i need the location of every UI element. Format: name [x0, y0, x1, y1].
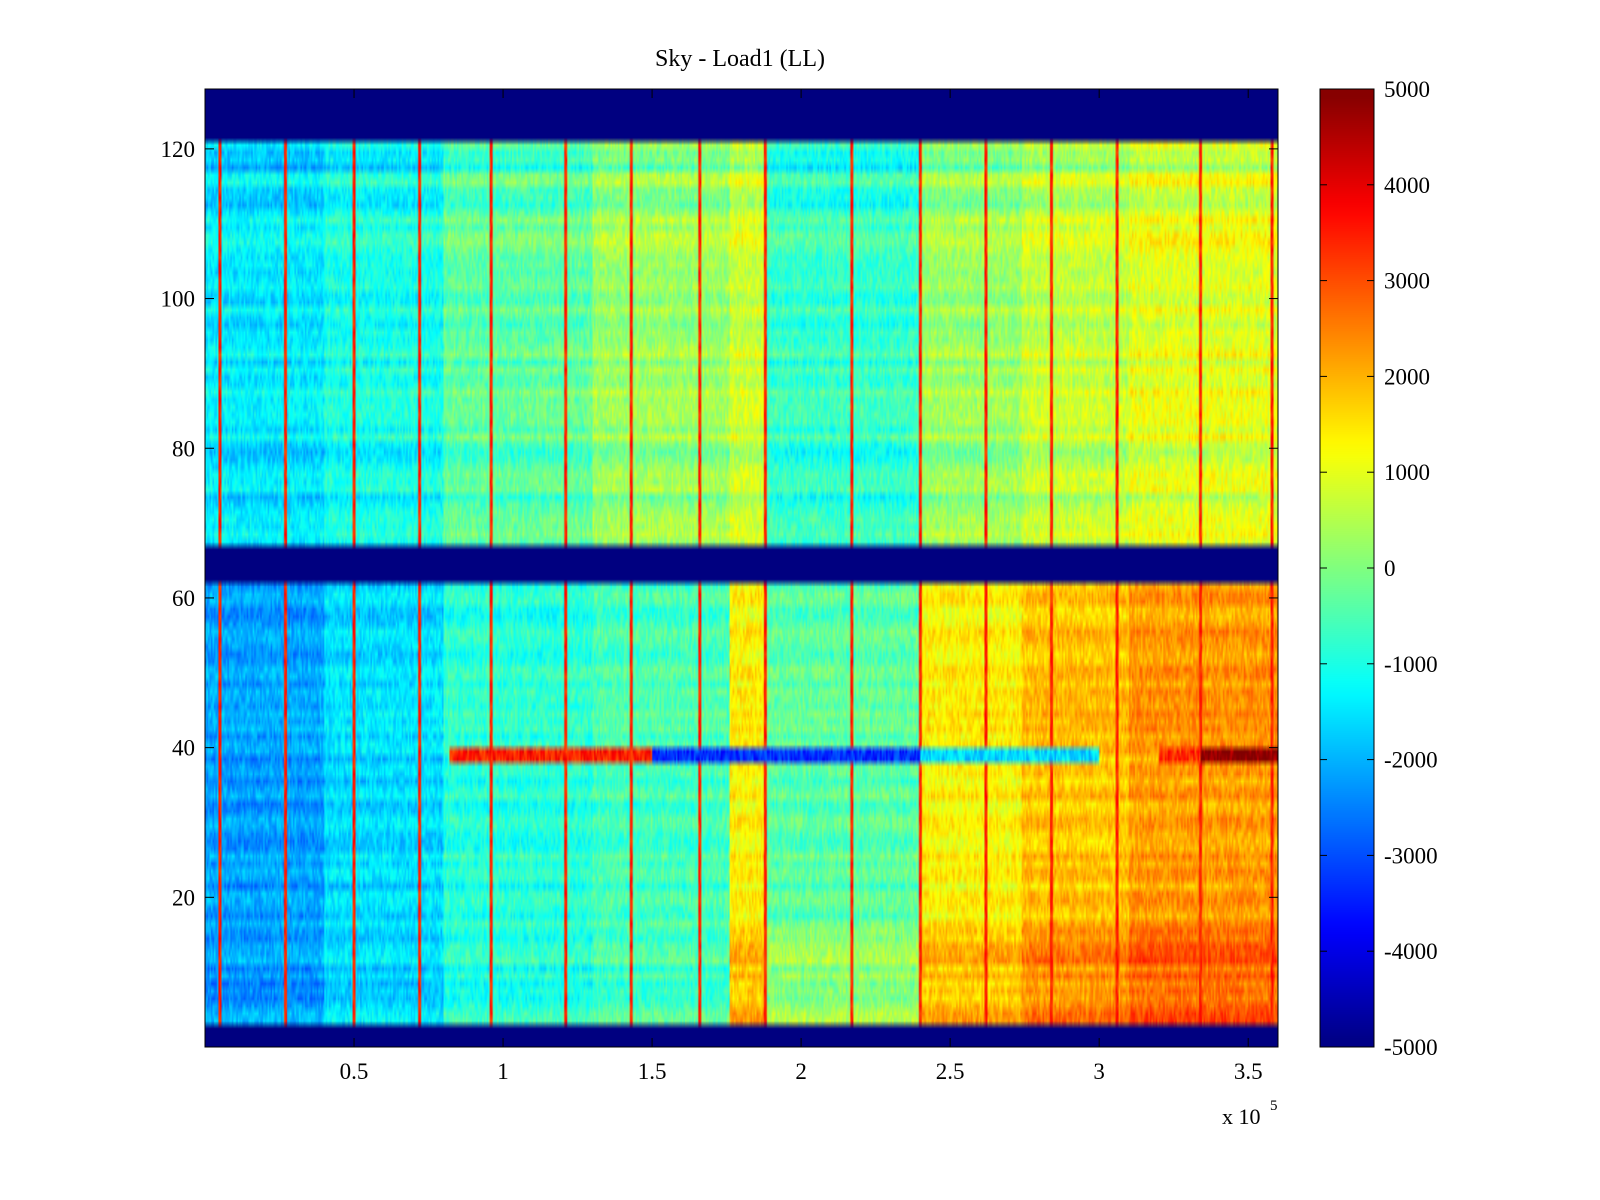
- y-tick-label: 60: [172, 586, 195, 611]
- colorbar-axis: 5000 4000 3000 2000 1000 0 -1000 -2000 -3000 -400…: [1320, 77, 1438, 1060]
- heatmap-image: [205, 89, 1278, 1047]
- colorbar-tick-label: 4000: [1384, 173, 1430, 198]
- x-tick-label: 3: [1093, 1059, 1105, 1084]
- colorbar-tick-label: -2000: [1384, 748, 1438, 773]
- x-exponent-label: x 10: [1222, 1104, 1261, 1129]
- colorbar-tick-label: 1000: [1384, 460, 1430, 485]
- colorbar-tick-label: 2000: [1384, 364, 1430, 389]
- y-tick-label: 80: [172, 436, 195, 461]
- x-tick-label: 0.5: [340, 1059, 369, 1084]
- y-tick-label: 100: [161, 287, 196, 312]
- y-tick-label: 20: [172, 885, 195, 910]
- y-tick-label: 40: [172, 736, 195, 761]
- colorbar-tick-label: -4000: [1384, 939, 1438, 964]
- plot-frame: [204, 88, 1279, 1048]
- colorbar: [1319, 88, 1375, 1048]
- y-axis: 20 40 60 80 100 120: [161, 137, 1278, 910]
- chart-title: Sky - Load1 (LL): [655, 46, 825, 72]
- colorbar-tick-label: 3000: [1384, 269, 1430, 294]
- colorbar-tick-label: -1000: [1384, 652, 1438, 677]
- colorbar-gradient: [1320, 89, 1374, 1047]
- heatmap-plot-area: [204, 88, 1279, 1048]
- x-tick-label: 2.5: [936, 1059, 965, 1084]
- colorbar-tick-label: 0: [1384, 556, 1396, 581]
- x-exponent-power: 5: [1270, 1098, 1278, 1114]
- x-tick-label: 2: [795, 1059, 807, 1084]
- colorbar-tick-label: -5000: [1384, 1035, 1438, 1060]
- colorbar-tick-label: 5000: [1384, 77, 1430, 102]
- x-tick-label: 1: [497, 1059, 509, 1084]
- colorbar-tick-label: -3000: [1384, 843, 1438, 868]
- x-axis: 0.5 1 1.5 2 2.5 3 3.5: [340, 89, 1263, 1084]
- y-tick-label: 120: [161, 137, 196, 162]
- x-tick-label: 1.5: [638, 1059, 667, 1084]
- x-tick-label: 3.5: [1234, 1059, 1263, 1084]
